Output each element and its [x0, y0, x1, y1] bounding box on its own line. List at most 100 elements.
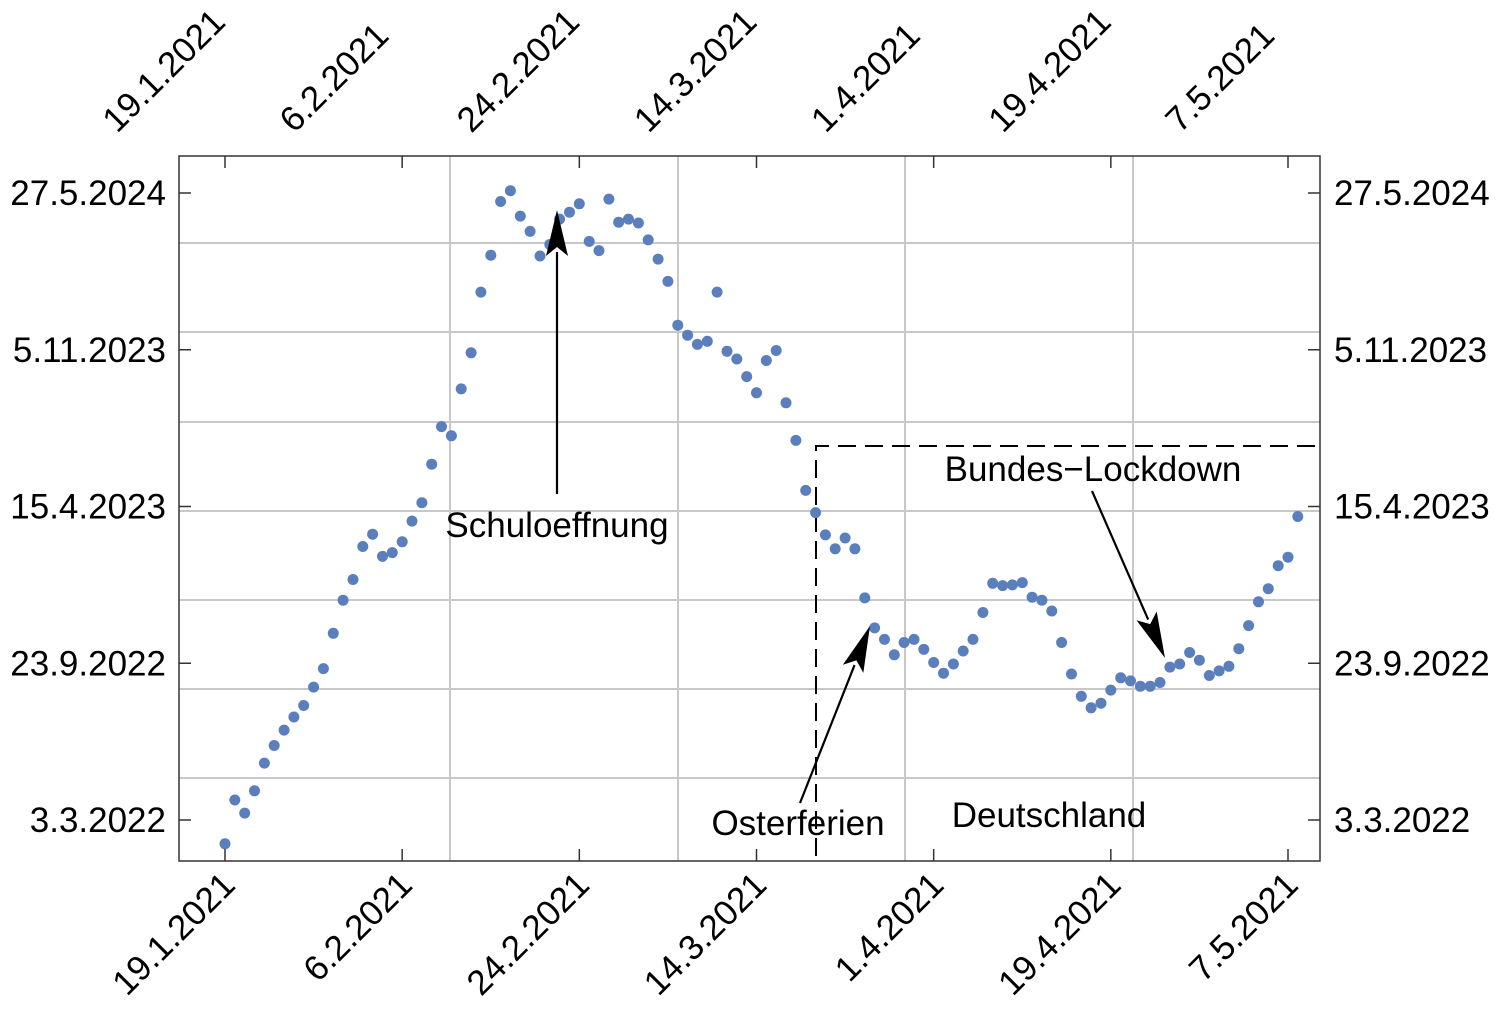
data-point [495, 196, 507, 207]
y-tick-label-left: 15.4.2023 [10, 488, 166, 527]
x-tick-label-top: 19.1.2021 [95, 2, 233, 140]
data-point [317, 663, 329, 675]
data-point [701, 335, 713, 347]
data-point [347, 574, 359, 585]
y-tick-label-left: 5.11.2023 [13, 331, 166, 370]
data-point [377, 550, 388, 562]
data-point [1282, 551, 1294, 563]
data-point [741, 371, 753, 383]
data-point [790, 434, 802, 446]
y-tick-labels-left: 3.3.2022 23.9.2022 15.4.2023 5.11.2023 27.5.… [10, 174, 166, 840]
arrow-osterferien-head [842, 626, 870, 673]
data-point [239, 807, 251, 819]
x-tick-label-top: 6.2.2021 [272, 16, 396, 140]
data-point [1026, 591, 1038, 603]
data-point [249, 785, 260, 797]
x-tick-label-top: 19.4.2021 [981, 2, 1119, 140]
data-point [1233, 643, 1245, 655]
y-tick-label-right: 3.3.2022 [1334, 801, 1470, 840]
data-point [1105, 684, 1117, 696]
x-tick-label-top: 14.3.2021 [627, 2, 765, 140]
data-point [967, 633, 979, 645]
data-point [938, 667, 949, 679]
data-point [1115, 672, 1127, 684]
x-tick-labels-top: 19.1.2021 6.2.2021 24.2.2021 14.3.2021 1.4.2… [95, 2, 1282, 140]
data-point [514, 210, 526, 222]
arrow-schuloeffnung-head [546, 210, 568, 256]
data-point [879, 633, 890, 645]
lockdown-region-border [815, 445, 1320, 856]
data-point [1272, 560, 1284, 572]
data-point [751, 387, 762, 399]
data-point [711, 286, 723, 298]
annotation-deutschland: Deutschland [952, 796, 1147, 835]
data-point [1262, 583, 1274, 595]
data-point [229, 794, 241, 806]
arrow-bundes-lockdown-shaft [1090, 490, 1150, 620]
y-tick-label-right: 23.9.2022 [1334, 644, 1490, 683]
data-point [1193, 654, 1205, 666]
data-point [819, 529, 831, 541]
x-tick-label-bottom: 19.4.2021 [991, 865, 1129, 1003]
arrow-bundes-lockdown-head [1136, 611, 1165, 658]
data-point [977, 607, 989, 618]
data-point [1213, 665, 1225, 677]
data-point [810, 507, 822, 519]
data-point [524, 225, 536, 237]
data-point [485, 249, 497, 261]
plot-frame [178, 155, 1321, 862]
data-point [770, 345, 782, 356]
data-point [957, 645, 969, 657]
data-point [780, 397, 792, 409]
data-point [465, 347, 477, 359]
data-point [662, 275, 674, 287]
data-point [288, 711, 300, 723]
data-point [691, 338, 703, 350]
data-point [1085, 702, 1097, 714]
data-point [682, 329, 694, 341]
x-tick-label-top: 1.4.2021 [804, 16, 928, 140]
grid-lines [179, 156, 1320, 861]
data-point [357, 541, 369, 552]
data-point [1203, 670, 1215, 681]
data-point [642, 234, 654, 246]
data-point [455, 383, 467, 395]
x-tick-label-bottom: 24.2.2021 [459, 865, 597, 1003]
data-point [593, 245, 605, 257]
y-tick-label-right: 5.11.2023 [1334, 331, 1487, 370]
data-point [1292, 511, 1304, 522]
data-point [1174, 658, 1186, 670]
data-point [849, 543, 861, 555]
data-point [1095, 697, 1107, 709]
x-tick-labels-bottom: 19.1.2021 6.2.2021 24.2.2021 14.3.2021 1.4.2… [105, 865, 1306, 1003]
data-point [898, 637, 910, 648]
data-point [888, 649, 900, 661]
data-point [987, 577, 999, 589]
data-point [1075, 690, 1087, 702]
data-point [1134, 680, 1146, 692]
data-point [583, 235, 595, 247]
data-point [721, 345, 733, 357]
data-point [760, 355, 772, 366]
data-point [918, 643, 930, 655]
data-point [564, 206, 575, 218]
data-points [219, 185, 1304, 850]
data-point [504, 185, 516, 197]
data-point [632, 217, 644, 229]
x-tick-label-bottom: 19.1.2021 [105, 865, 243, 1003]
data-point [396, 536, 408, 548]
data-point [672, 319, 684, 331]
annotation-arrows [546, 210, 1165, 804]
data-point [908, 633, 920, 645]
data-point [800, 484, 812, 496]
data-point [337, 594, 349, 606]
x-tick-label-bottom: 7.5.2021 [1182, 865, 1306, 989]
y-tick-label-left: 23.9.2022 [10, 644, 166, 683]
x-tick-label-bottom: 6.2.2021 [296, 865, 420, 989]
data-point [997, 580, 1009, 592]
data-point [869, 622, 881, 634]
y-tick-label-left: 27.5.2024 [10, 174, 166, 213]
lockdown-region [815, 445, 1320, 856]
annotation-bundes-lockdown: Bundes−Lockdown [945, 450, 1242, 489]
